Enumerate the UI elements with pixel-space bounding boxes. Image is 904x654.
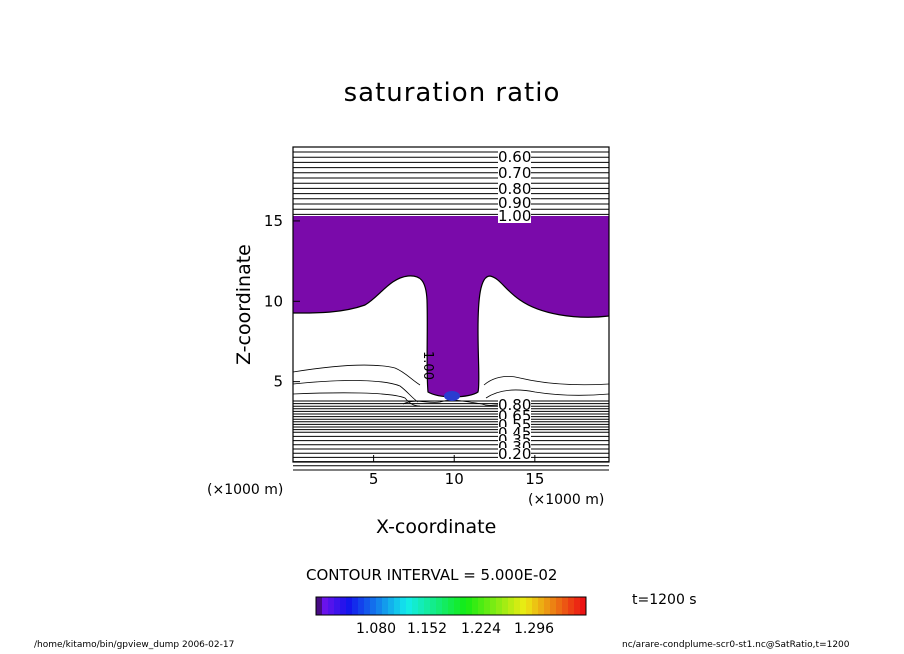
y-unit-label: (×1000 m) (528, 492, 605, 508)
colorbar-cell (436, 597, 443, 615)
colorbar-cell (418, 597, 425, 615)
y-axis-label: Z-coordinate (233, 244, 255, 365)
colorbar-cell (454, 597, 461, 615)
colorbar-cell (496, 597, 503, 615)
lower-contour-lines (293, 400, 609, 471)
plot-frame (292, 146, 610, 463)
colorbar-cell (580, 597, 587, 615)
colorbar-cell (334, 597, 341, 615)
max-saturation-spot (444, 391, 460, 401)
colorbar-cell (490, 597, 497, 615)
colorbar-cell (430, 597, 437, 615)
colorbar-cell (424, 597, 431, 615)
x-tick-label: 10 (445, 470, 464, 488)
colorbar-tick: 1.296 (514, 621, 555, 637)
colorbar-tick: 1.152 (407, 621, 448, 637)
saturated-region (293, 216, 609, 397)
contour-label: 0.60 (498, 148, 532, 166)
colorbar-tick: 1.224 (461, 621, 502, 637)
y-tick-label: 10 (264, 292, 283, 310)
colorbar-cell (346, 597, 353, 615)
colorbar-cell (406, 597, 413, 615)
colorbar-cell (526, 597, 533, 615)
colorbar-cell (520, 597, 527, 615)
colorbar (315, 596, 587, 616)
colorbar-cell (538, 597, 545, 615)
colorbar-cell (358, 597, 365, 615)
colorbar-cell (340, 597, 347, 615)
colorbar-cell (562, 597, 569, 615)
colorbar-cell (502, 597, 509, 615)
colorbar-cell (544, 597, 551, 615)
y-ticks: 5 10 15 (264, 212, 300, 391)
contour-interval: CONTOUR INTERVAL = 5.000E-02 (306, 566, 558, 584)
contour-label: 0.20 (498, 445, 532, 463)
colorbar-cell (400, 597, 407, 615)
colorbar-cell (370, 597, 377, 615)
footer-right: nc/arare-condplume-scr0-st1.nc@SatRatio,… (622, 640, 850, 650)
contour-label: 1.00 (498, 207, 532, 225)
inner-contours (292, 364, 610, 407)
footer-left: /home/kitamo/bin/gpview_dump 2006-02-17 (34, 640, 235, 650)
colorbar-cell (550, 597, 557, 615)
colorbar-cell (442, 597, 449, 615)
colorbar-cell (388, 597, 395, 615)
x-ticks: 5 10 15 (369, 455, 544, 488)
upper-contour-lines (293, 151, 609, 215)
x-axis-label: X-coordinate (376, 516, 497, 538)
contour-label: 0.80 (498, 396, 532, 414)
colorbar-cell (322, 597, 329, 615)
contour-label: 0.80 (498, 180, 532, 198)
chart-title: saturation ratio (343, 78, 561, 108)
colorbar-cell (508, 597, 515, 615)
y-tick-label: 5 (273, 373, 283, 391)
colorbar-cell (472, 597, 479, 615)
colorbar-cell (316, 597, 323, 615)
colorbar-cell (352, 597, 359, 615)
colorbar-cell (532, 597, 539, 615)
colorbar-frame (315, 596, 587, 616)
plume-contour-label: 1.00 (419, 351, 435, 380)
colorbar-cell (448, 597, 455, 615)
colorbar-cell (484, 597, 491, 615)
colorbar-cell (412, 597, 419, 615)
colorbar-cell (568, 597, 575, 615)
colorbar-cell (478, 597, 485, 615)
colorbar-cell (328, 597, 335, 615)
colorbar-cell (382, 597, 389, 615)
colorbar-cell (556, 597, 563, 615)
contour-label: 0.90 (498, 194, 532, 212)
colorbar-cell (574, 597, 581, 615)
colorbar-cell (460, 597, 467, 615)
contour-label: 0.70 (498, 164, 532, 182)
colorbar-cell (466, 597, 473, 615)
x-tick-label: 15 (525, 470, 544, 488)
time-label: t=1200 s (632, 592, 697, 608)
colorbar-tick: 1.080 (356, 621, 397, 637)
colorbar-cell (364, 597, 371, 615)
colorbar-cell (394, 597, 401, 615)
colorbar-cell (376, 597, 383, 615)
y-tick-label: 15 (264, 212, 283, 230)
colorbar-cell (514, 597, 521, 615)
x-unit-label: (×1000 m) (207, 482, 284, 498)
x-tick-label: 5 (369, 470, 379, 488)
